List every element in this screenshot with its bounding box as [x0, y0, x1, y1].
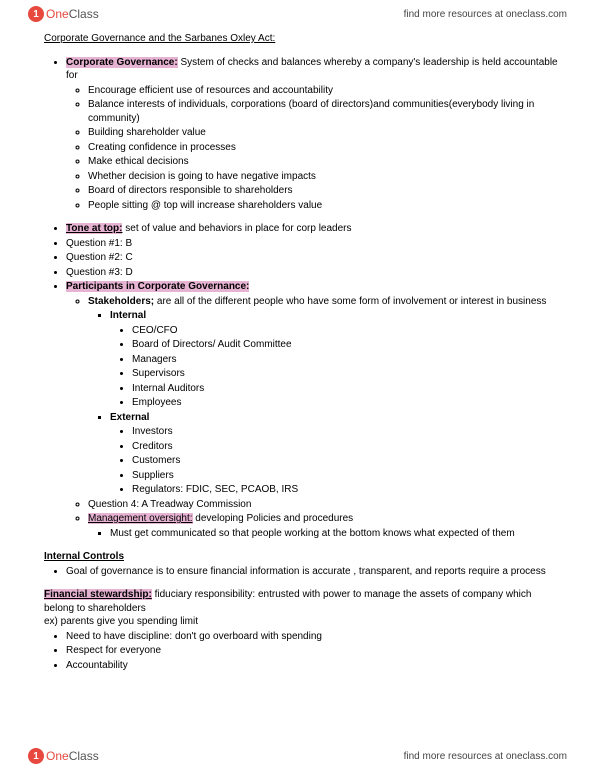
page-title: Corporate Governance and the Sarbanes Ox…	[44, 32, 559, 46]
fin-steward-heading: Financial stewardship:	[44, 589, 152, 600]
mgmt-heading: Management oversight:	[88, 513, 193, 524]
internal-list: CEO/CFO Board of Directors/ Audit Commit…	[110, 324, 559, 410]
logo-class: Class	[69, 7, 99, 21]
list-item: Need to have discipline: don't go overbo…	[66, 630, 559, 644]
logo-badge-icon: 1	[28, 748, 44, 764]
list-item: Internal CEO/CFO Board of Directors/ Aud…	[110, 309, 559, 410]
logo-badge-icon: 1	[28, 6, 44, 22]
footer-logo: 1 OneClass	[28, 748, 99, 764]
mgmt-def: developing Policies and procedures	[193, 513, 354, 524]
list-item: Customers	[132, 454, 559, 468]
list-item: Question #3: D	[66, 266, 559, 280]
list-item: Question #2: C	[66, 251, 559, 265]
logo-one: One	[46, 749, 69, 763]
list-item: Regulators: FDIC, SEC, PCAOB, IRS	[132, 483, 559, 497]
list-item: Whether decision is going to have negati…	[88, 170, 559, 184]
list-item: Management oversight: developing Policie…	[88, 512, 559, 540]
list-item: Supervisors	[132, 367, 559, 381]
list-item: Participants in Corporate Governance: St…	[66, 280, 559, 540]
participants-heading: Participants in Corporate Governance:	[66, 281, 249, 292]
corp-gov-heading: Corporate Governance:	[66, 57, 178, 68]
list-item: Board of Directors/ Audit Committee	[132, 338, 559, 352]
list-item: Corporate Governance: System of checks a…	[66, 56, 559, 213]
list-item: Question 4: A Treadway Commission	[88, 498, 559, 512]
fin-steward-line: Financial stewardship: fiduciary respons…	[44, 588, 559, 615]
list-item: External Investors Creditors Customers S…	[110, 411, 559, 497]
stakeholders-def: are all of the different people who have…	[154, 296, 546, 307]
list-item: Question #1: B	[66, 237, 559, 251]
fin-steward-example: ex) parents give you spending limit	[44, 615, 559, 629]
header-resources-link[interactable]: find more resources at oneclass.com	[404, 9, 567, 20]
list-tone: Tone at top: set of value and behaviors …	[44, 222, 559, 540]
list-item: Respect for everyone	[66, 644, 559, 658]
stake-groups: Internal CEO/CFO Board of Directors/ Aud…	[88, 309, 559, 497]
internal-label: Internal	[110, 310, 146, 321]
list-item: Managers	[132, 353, 559, 367]
list-item: Tone at top: set of value and behaviors …	[66, 222, 559, 236]
list-item: CEO/CFO	[132, 324, 559, 338]
participants-sublist: Stakeholders; are all of the different p…	[66, 295, 559, 541]
tone-heading: Tone at top:	[66, 223, 122, 234]
footer: 1 OneClass find more resources at onecla…	[0, 742, 595, 770]
logo-class: Class	[69, 749, 99, 763]
list-item: Employees	[132, 396, 559, 410]
list-item: Building shareholder value	[88, 126, 559, 140]
list-item: Stakeholders; are all of the different p…	[88, 295, 559, 497]
internal-controls-section: Internal Controls Goal of governance is …	[44, 550, 559, 578]
logo-text: OneClass	[46, 7, 99, 21]
external-list: Investors Creditors Customers Suppliers …	[110, 425, 559, 497]
tone-def: set of value and behaviors in place for …	[122, 223, 351, 234]
logo-text: OneClass	[46, 749, 99, 763]
stakeholders-label: Stakeholders;	[88, 296, 154, 307]
list-item: Investors	[132, 425, 559, 439]
footer-resources-link[interactable]: find more resources at oneclass.com	[404, 751, 567, 762]
mgmt-sublist: Must get communicated so that people wor…	[88, 527, 559, 541]
list-item: Suppliers	[132, 469, 559, 483]
list-main: Corporate Governance: System of checks a…	[44, 56, 559, 213]
fin-steward-section: Financial stewardship: fiduciary respons…	[44, 588, 559, 672]
list-item: Goal of governance is to ensure financia…	[66, 565, 559, 579]
list-item: Make ethical decisions	[88, 155, 559, 169]
list-item: People sitting @ top will increase share…	[88, 199, 559, 213]
list-item: Must get communicated so that people wor…	[110, 527, 559, 541]
header: 1 OneClass find more resources at onecla…	[0, 0, 595, 28]
list-item: Balance interests of individuals, corpor…	[88, 98, 559, 125]
list-item: Creating confidence in processes	[88, 141, 559, 155]
external-label: External	[110, 412, 149, 423]
internal-controls-heading: Internal Controls	[44, 550, 559, 564]
logo: 1 OneClass	[28, 6, 99, 22]
list-item: Encourage efficient use of resources and…	[88, 84, 559, 98]
document-body: Corporate Governance and the Sarbanes Ox…	[44, 32, 559, 738]
list-item: Creditors	[132, 440, 559, 454]
logo-one: One	[46, 7, 69, 21]
list-item: Accountability	[66, 659, 559, 673]
list-item: Board of directors responsible to shareh…	[88, 184, 559, 198]
corp-gov-sublist: Encourage efficient use of resources and…	[66, 84, 559, 213]
internal-controls-list: Goal of governance is to ensure financia…	[44, 565, 559, 579]
fin-steward-list: Need to have discipline: don't go overbo…	[44, 630, 559, 673]
list-item: Internal Auditors	[132, 382, 559, 396]
